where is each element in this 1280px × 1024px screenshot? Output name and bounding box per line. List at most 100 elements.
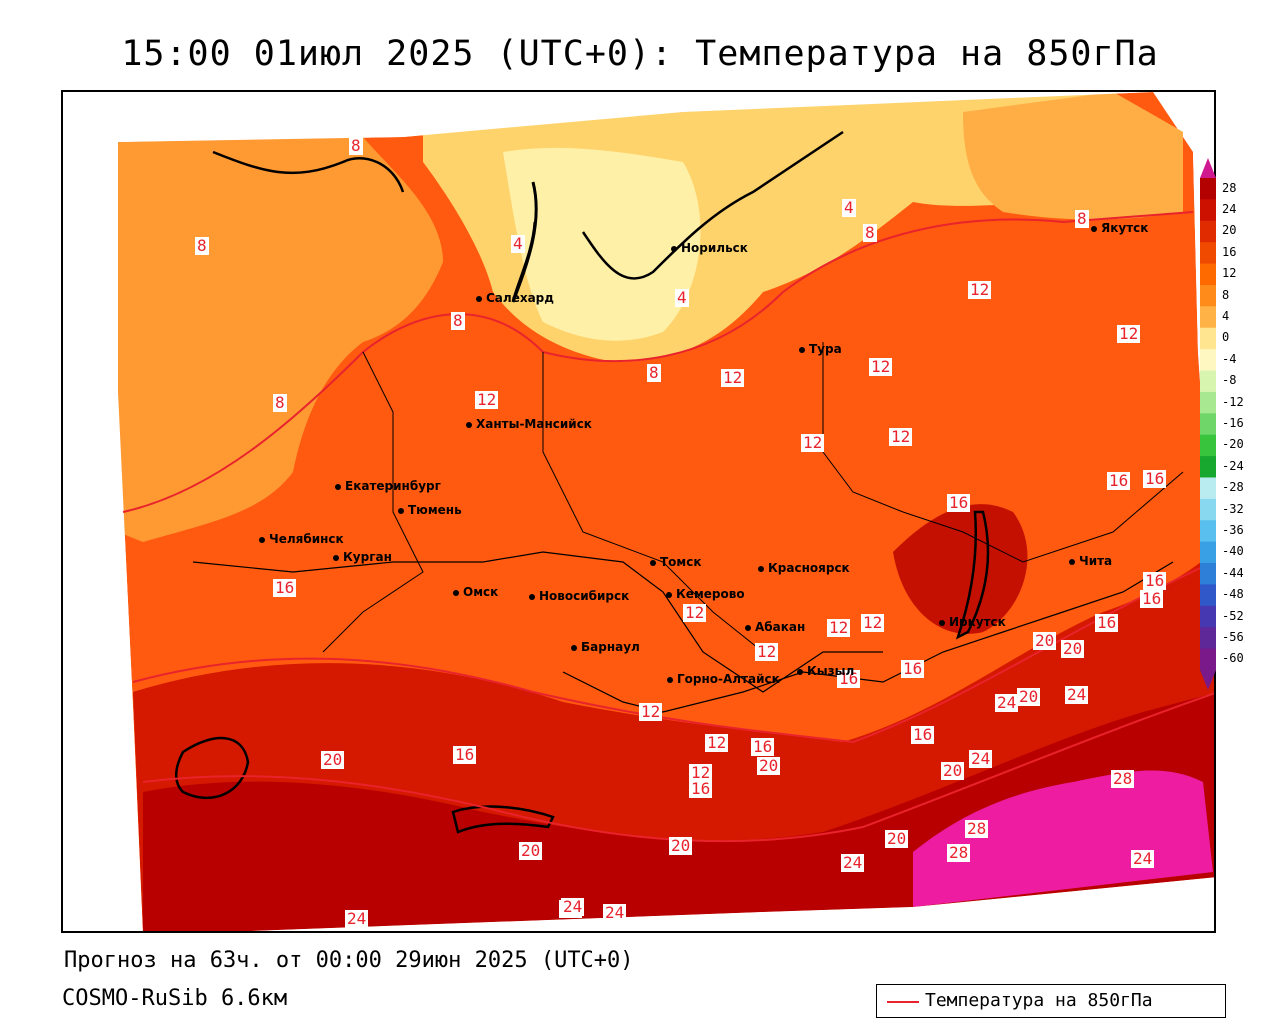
contour-label: 16 bbox=[1140, 589, 1164, 608]
admin-border bbox=[822, 342, 1184, 563]
colorbar-swatch bbox=[1200, 541, 1216, 564]
lake-baikal bbox=[955, 510, 990, 640]
city-marker[interactable]: Якутск bbox=[1091, 221, 1148, 235]
legend-line-icon bbox=[887, 1001, 919, 1003]
city-dot-icon bbox=[799, 346, 805, 353]
contour-label: 12 bbox=[721, 368, 745, 387]
colorbar-tick-label: -36 bbox=[1222, 522, 1244, 537]
city-dot-icon bbox=[259, 536, 265, 543]
contour-label: 12 bbox=[827, 618, 851, 637]
colorbar-swatch bbox=[1200, 413, 1216, 436]
contour-label: 8 bbox=[863, 223, 877, 242]
legend-label: Температура на 850гПа bbox=[925, 990, 1153, 1011]
colorbar-tick-label: -8 bbox=[1222, 373, 1237, 388]
city-marker[interactable]: Норильск bbox=[671, 241, 748, 255]
city-dot-icon bbox=[466, 421, 472, 428]
city-dot-icon bbox=[1069, 558, 1075, 565]
colorbar-tick-label: -28 bbox=[1222, 480, 1244, 495]
temperature-map: 8 8 8 8 8 8 8 4 4 4 12 12 12 12 12 12 12… bbox=[61, 90, 1216, 933]
colorbar-tick-label: 24 bbox=[1222, 202, 1237, 217]
contour-label: 8 bbox=[1075, 209, 1089, 228]
model-name: COSMO-RuSib 6.6км bbox=[62, 986, 288, 1011]
city-dot-icon bbox=[335, 483, 341, 490]
contour-label: 24 bbox=[841, 853, 865, 872]
city-dot-icon bbox=[745, 624, 751, 631]
contour-label: 24 bbox=[603, 903, 627, 922]
contour-label: 24 bbox=[561, 897, 585, 916]
colorbar-tick-label: -48 bbox=[1222, 587, 1244, 602]
colorbar-tick-label: -60 bbox=[1222, 651, 1244, 666]
city-marker[interactable]: Екатеринбург bbox=[335, 479, 441, 493]
colorbar-tick-label: -32 bbox=[1222, 501, 1244, 516]
colorbar-tick-label: 0 bbox=[1222, 330, 1230, 345]
colorbar-swatch bbox=[1200, 498, 1216, 521]
coastline-north-west bbox=[212, 150, 405, 193]
colorbar-tick-label: -52 bbox=[1222, 608, 1244, 623]
contour-label: 24 bbox=[1065, 685, 1089, 704]
city-dot-icon bbox=[650, 559, 656, 566]
colorbar-tick-label: -56 bbox=[1222, 629, 1244, 644]
colorbar-swatch bbox=[1200, 327, 1216, 350]
colorbar-swatch bbox=[1200, 627, 1216, 650]
colorbar-tick-label: 20 bbox=[1222, 223, 1237, 238]
city-marker[interactable]: Тура bbox=[799, 342, 842, 356]
contour-label: 12 bbox=[689, 763, 713, 782]
contour-label: 20 bbox=[321, 750, 345, 769]
contour-label: 24 bbox=[1131, 849, 1155, 868]
contour-label: 12 bbox=[1117, 324, 1141, 343]
city-marker[interactable]: Кызыл bbox=[797, 664, 854, 678]
contour-label: 4 bbox=[511, 234, 525, 253]
colorbar-tick-label: 28 bbox=[1222, 180, 1237, 195]
isotherm-line bbox=[122, 211, 1194, 513]
colorbar-swatch bbox=[1200, 220, 1216, 243]
city-marker[interactable]: Красноярск bbox=[758, 561, 850, 575]
city-marker[interactable]: Томск bbox=[650, 555, 702, 569]
contour-label: 4 bbox=[842, 198, 856, 217]
colorbar bbox=[1200, 158, 1216, 690]
colorbar-tick-label: -40 bbox=[1222, 544, 1244, 559]
city-marker[interactable]: Омск bbox=[453, 585, 498, 599]
city-marker[interactable]: Курган bbox=[333, 550, 392, 564]
city-marker[interactable]: Ханты-Мансийск bbox=[466, 417, 592, 431]
contour-label: 4 bbox=[675, 288, 689, 307]
city-marker[interactable]: Горно-Алтайск bbox=[667, 672, 780, 686]
contour-label: 28 bbox=[1111, 769, 1135, 788]
contour-label: 16 bbox=[947, 493, 971, 512]
contour-label: 20 bbox=[885, 829, 909, 848]
colorbar-swatch bbox=[1200, 306, 1216, 329]
colorbar-bottom-arrow bbox=[1200, 670, 1216, 690]
colorbar-top-arrow bbox=[1200, 158, 1216, 178]
city-dot-icon bbox=[571, 644, 577, 651]
city-marker[interactable]: Чита bbox=[1069, 554, 1112, 568]
city-marker[interactable]: Кемерово bbox=[666, 587, 745, 601]
city-dot-icon bbox=[667, 676, 673, 683]
city-marker[interactable]: Салехард bbox=[476, 291, 554, 305]
colorbar-swatch bbox=[1200, 434, 1216, 457]
city-marker[interactable]: Иркутск bbox=[939, 615, 1006, 629]
isotherm-line bbox=[132, 561, 1214, 744]
colorbar-swatch bbox=[1200, 456, 1216, 478]
contour-label: 12 bbox=[475, 390, 499, 409]
contour-label: 8 bbox=[451, 311, 465, 330]
contour-label: 20 bbox=[669, 836, 693, 855]
contour-label: 20 bbox=[1061, 639, 1085, 658]
colorbar-tick-label: -4 bbox=[1222, 351, 1237, 366]
city-marker[interactable]: Челябинск bbox=[259, 532, 344, 546]
contour-label: 12 bbox=[889, 427, 913, 446]
colorbar-tick-label: -16 bbox=[1222, 416, 1244, 430]
contour-label: 16 bbox=[1143, 469, 1167, 488]
city-marker[interactable]: Абакан bbox=[745, 620, 805, 634]
colorbar-tick-label: -12 bbox=[1222, 394, 1244, 409]
city-dot-icon bbox=[758, 565, 764, 572]
city-marker[interactable]: Тюмень bbox=[398, 503, 462, 517]
contour-label: 24 bbox=[995, 693, 1019, 712]
map-canvas bbox=[63, 92, 1214, 931]
colorbar-swatch bbox=[1200, 584, 1216, 607]
admin-border bbox=[542, 352, 764, 653]
contour-label: 12 bbox=[683, 603, 707, 622]
colorbar-swatch bbox=[1200, 263, 1216, 286]
contour-label: 12 bbox=[639, 702, 663, 721]
colorbar-swatch bbox=[1200, 605, 1216, 628]
city-marker[interactable]: Барнаул bbox=[571, 640, 640, 654]
city-marker[interactable]: Новосибирск bbox=[529, 589, 629, 603]
